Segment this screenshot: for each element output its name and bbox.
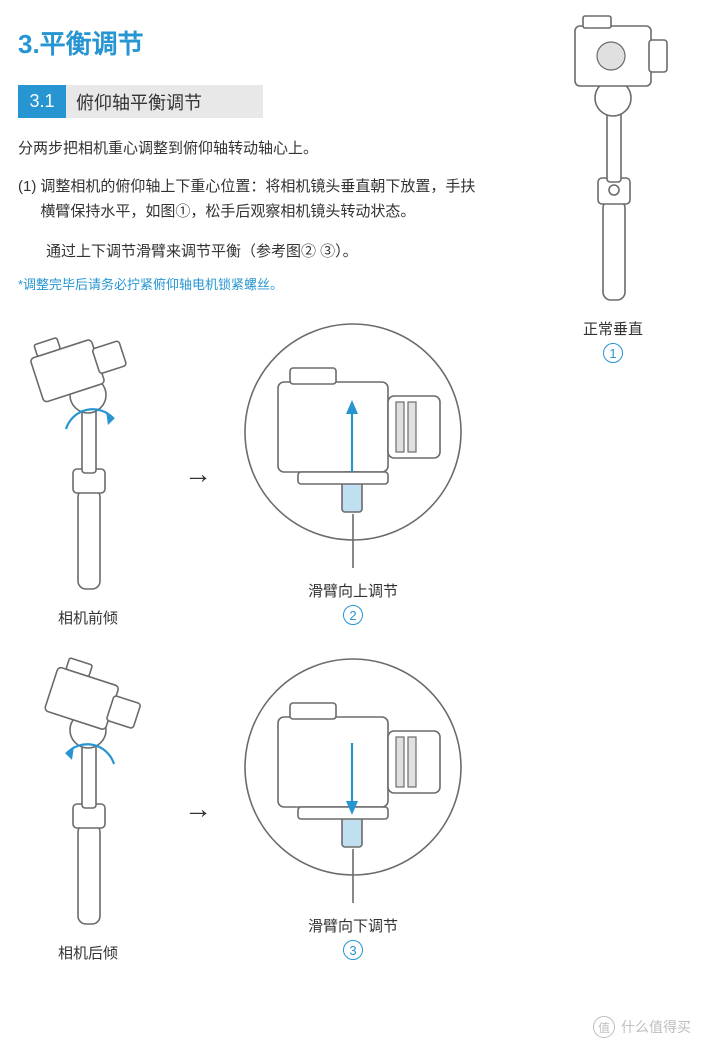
arrow-right-icon: → — [184, 793, 212, 825]
subsection-number: 3.1 — [18, 85, 66, 118]
step-1-body: 调整相机的俯仰轴上下重心位置：将相机镜头垂直朝下放置，手扶横臂保持水平，如图①，… — [40, 174, 478, 225]
figure-row-3: 相机后倾 → 滑臂向下调节 3 — [18, 654, 683, 963]
caption-lean-back: 相机后倾 — [58, 942, 118, 963]
gimbal-vertical-icon — [553, 10, 673, 310]
figure-num-3: 3 — [343, 940, 363, 960]
figure-adjust-down: 滑臂向下调节 3 — [238, 657, 468, 960]
gimbal-lean-forward-icon — [18, 319, 158, 599]
figure-num-1: 1 — [603, 343, 623, 363]
subsection-header: 3.1 俯仰轴平衡调节 — [18, 85, 263, 118]
subsection-label: 俯仰轴平衡调节 — [76, 89, 216, 115]
detail-adjust-up-icon — [238, 322, 468, 572]
step-1-number: (1) — [18, 174, 36, 225]
figure-num-2: 2 — [343, 605, 363, 625]
step-1: (1) 调整相机的俯仰轴上下重心位置：将相机镜头垂直朝下放置，手扶横臂保持水平，… — [18, 174, 478, 225]
caption-adjust-down: 滑臂向下调节 — [308, 915, 398, 936]
step-1-sub: 通过上下调节滑臂来调节平衡（参考图② ③）。 — [46, 239, 476, 265]
caption-reference-1: 正常垂直 — [583, 318, 643, 339]
figure-lean-forward: 相机前倾 — [18, 319, 158, 628]
gimbal-lean-back-icon — [18, 654, 158, 934]
detail-adjust-down-icon — [238, 657, 468, 907]
caption-lean-forward: 相机前倾 — [58, 607, 118, 628]
figure-adjust-up: 滑臂向上调节 2 — [238, 322, 468, 625]
arrow-right-icon: → — [184, 458, 212, 490]
caption-adjust-up: 滑臂向上调节 — [308, 580, 398, 601]
watermark: 值 什么值得买 — [593, 1016, 691, 1038]
watermark-badge-icon: 值 — [593, 1016, 615, 1038]
figure-reference-1: 正常垂直 1 — [553, 10, 673, 363]
watermark-text: 什么值得买 — [621, 1017, 691, 1037]
figure-lean-back: 相机后倾 — [18, 654, 158, 963]
figure-row-2: 相机前倾 → 滑臂向上调节 — [18, 319, 683, 628]
